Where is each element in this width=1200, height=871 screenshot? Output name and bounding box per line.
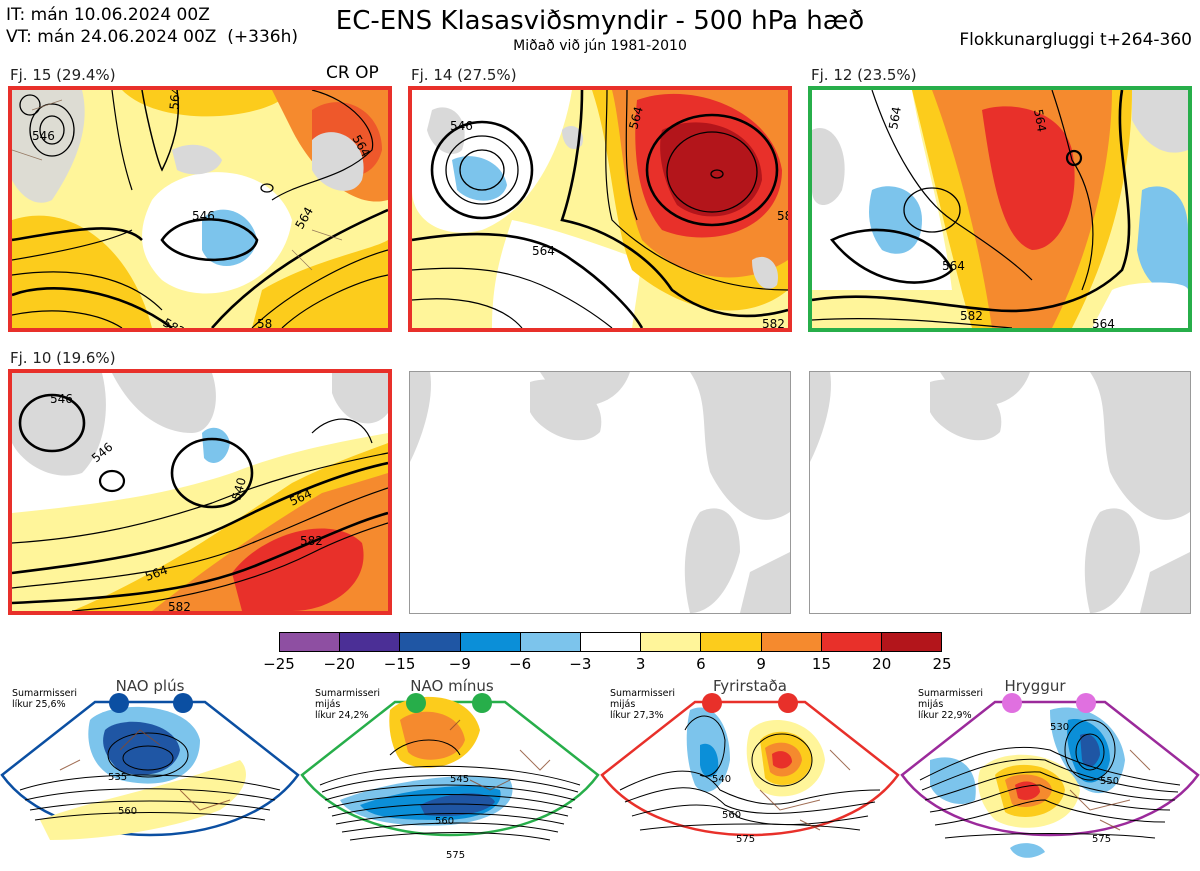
regime-marker-icon: [702, 693, 722, 713]
empty-map-6: [809, 371, 1191, 614]
regime-marker-icon: [1076, 693, 1096, 713]
regime-map-ridge: 530 550 575: [900, 693, 1200, 858]
panel-label-4: Fj. 10 (19.6%): [10, 349, 116, 367]
legend-swatch: [701, 633, 762, 651]
classification-window: Flokkunargluggi t+264-360: [959, 30, 1192, 50]
cluster-map-4: 546 546 540 564 582 564 582: [8, 369, 392, 615]
legend-swatch: [520, 633, 581, 651]
regime-marker-icon: [778, 693, 798, 713]
contour-label: 530: [1050, 722, 1069, 733]
regime-marker-icon: [406, 693, 426, 713]
legend-tick: −20: [323, 655, 356, 673]
contour-label: 546: [192, 209, 215, 223]
contour-label: 560: [435, 816, 454, 827]
legend-swatch: [340, 633, 401, 651]
legend-swatch: [580, 633, 642, 651]
legend-swatch: [280, 633, 341, 651]
page-title: EC-ENS Klasasviðsmyndir - 500 hPa hæð: [335, 6, 865, 36]
cluster-map-2: 546 564 564 582 582: [408, 86, 792, 332]
legend-swatch: [821, 633, 882, 651]
contour-label: 545: [450, 774, 469, 785]
contour-label: 582: [960, 309, 983, 323]
contour-label: 564: [1031, 108, 1049, 133]
contour-label: 564: [942, 259, 965, 273]
contour-label: 560: [722, 810, 741, 821]
regime-note-nao-plus: Sumarmisseri líkur 25,6%: [12, 688, 78, 710]
contour-label: 582: [300, 534, 323, 548]
header-dates: IT: mán 10.06.2024 00Z VT: mán 24.06.2024…: [6, 4, 298, 48]
contour-label: 582: [777, 209, 788, 223]
regime-note-nao-minus: Sumarmisseri mijás líkur 24,2%: [315, 688, 381, 721]
contour-label: 582: [762, 317, 785, 328]
contour-label: 564: [532, 244, 555, 258]
contour-label: 540: [229, 476, 248, 502]
initial-time: IT: mán 10.06.2024 00Z: [6, 5, 210, 25]
contour-label: 564: [1092, 317, 1115, 328]
contour-label: 535: [108, 772, 127, 783]
legend-tick: −9: [448, 655, 471, 673]
contour-label: 564: [167, 90, 183, 110]
regime-map-nao-minus: 545 560 575: [300, 693, 600, 861]
legend-tick: −25: [263, 655, 295, 673]
legend-tick: 9: [756, 655, 766, 673]
contour-label: 550: [1100, 776, 1119, 787]
cluster-map-1: 546 564 564 546 564 582 58: [8, 86, 392, 332]
panel-extra-label: CR OP: [326, 63, 379, 83]
contour-label: 560: [118, 806, 137, 817]
legend-tick: 15: [811, 655, 831, 673]
legend-tick: −15: [383, 655, 416, 673]
contour-label: 575: [736, 834, 755, 845]
contour-label: 575: [1092, 834, 1111, 845]
contour-label: 546: [450, 119, 473, 133]
regime-title-nao-plus: NAO plús: [115, 677, 185, 695]
regime-marker-icon: [173, 693, 193, 713]
legend-tick-labels: −25 −20 −15 −9 −6 −3 3 6 9 15 20 25: [263, 655, 951, 675]
contour-label: 582: [168, 600, 191, 611]
contour-label: 564: [626, 105, 645, 131]
regime-map-blocking: 540 560 575: [600, 693, 900, 845]
regime-title-nao-minus: NAO mínus: [410, 677, 494, 695]
legend-swatch: [761, 633, 822, 651]
legend-swatch: [400, 633, 461, 651]
panel-label-2: Fj. 14 (27.5%): [411, 66, 517, 84]
contour-label: 546: [32, 129, 55, 143]
contour-label: 58: [257, 317, 272, 328]
contour-label: 564: [886, 106, 904, 131]
legend-tick: −3: [569, 655, 592, 673]
legend-tick: 20: [872, 655, 892, 673]
cluster-map-3: 564 564 564 582 564: [808, 86, 1192, 332]
legend-tick: 3: [635, 655, 646, 673]
regime-note-ridge: Sumarmisseri mijás líkur 22,9%: [918, 688, 984, 721]
panel-label-1: Fj. 15 (29.4%): [10, 66, 116, 84]
legend-tick: 6: [696, 655, 706, 673]
regime-marker-icon: [472, 693, 492, 713]
contour-label: 575: [446, 850, 465, 861]
valid-time: VT: mán 24.06.2024 00Z (+336h): [6, 27, 298, 47]
regime-marker-icon: [1002, 693, 1022, 713]
legend-tick: −6: [509, 655, 532, 673]
regime-title-ridge: Hryggur: [1004, 677, 1066, 695]
contour-label: 546: [50, 392, 73, 406]
legend-swatch: [460, 633, 521, 651]
legend-tick: 25: [932, 655, 952, 673]
regime-marker-icon: [109, 693, 129, 713]
regime-map-nao-plus: 535 560: [0, 693, 300, 840]
empty-map-5: [409, 371, 791, 614]
color-legend-bar: [279, 632, 942, 652]
legend-swatch: [641, 633, 702, 651]
contour-label: 540: [712, 774, 731, 785]
legend-swatch: [881, 633, 942, 651]
regime-title-blocking: Fyrirstaða: [713, 677, 787, 695]
page-subtitle: Miðað við jún 1981-2010: [513, 38, 687, 54]
regime-note-blocking: Sumarmisseri mijás líkur 27,3%: [610, 688, 676, 721]
panel-label-3: Fj. 12 (23.5%): [811, 66, 917, 84]
